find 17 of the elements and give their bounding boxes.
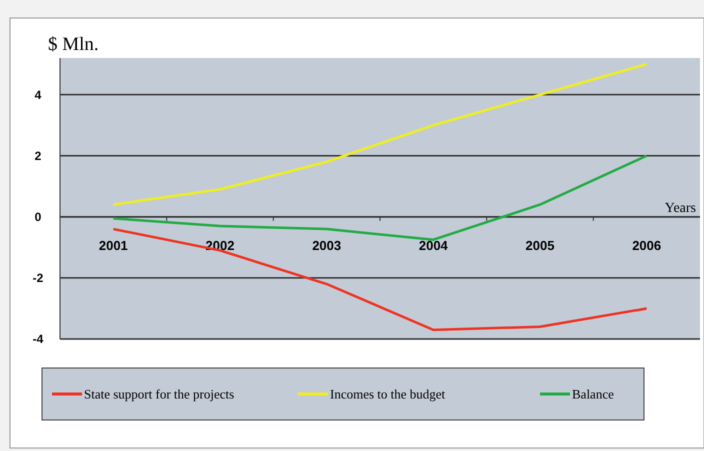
line-series	[112, 154, 648, 241]
y-axis-title: $ Mln.	[48, 34, 99, 55]
legend-label: Incomes to the budget	[330, 386, 446, 402]
x-tick-label: 2004	[418, 238, 449, 253]
y-tick-label: -2	[32, 271, 44, 286]
x-tick-label: 2001	[98, 238, 128, 253]
x-tick-label: 2003	[312, 238, 342, 253]
legend-label: State support for the projects	[84, 386, 234, 402]
y-tick-label: 0	[34, 210, 42, 224]
y-tick-label: 2	[34, 148, 42, 163]
line-series	[112, 62, 648, 206]
x-axis-title: Years	[664, 200, 696, 216]
y-tick-label: 4	[34, 88, 42, 102]
x-tick-label: 2006	[632, 238, 662, 253]
x-tick-label: 2005	[526, 238, 554, 253]
y-tick-label: -4	[32, 332, 44, 346]
legend-label: Balance	[572, 386, 614, 402]
